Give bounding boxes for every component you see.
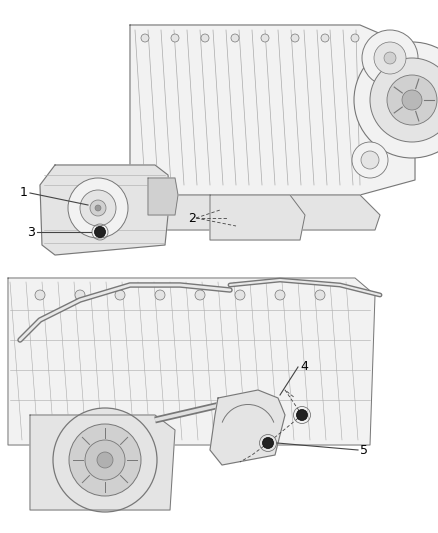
Circle shape: [291, 34, 299, 42]
Circle shape: [95, 205, 101, 211]
Circle shape: [231, 34, 239, 42]
Circle shape: [97, 452, 113, 468]
Circle shape: [75, 290, 85, 300]
Circle shape: [171, 34, 179, 42]
Text: 2: 2: [188, 212, 196, 224]
Circle shape: [361, 151, 379, 169]
Circle shape: [275, 290, 285, 300]
Circle shape: [384, 52, 396, 64]
Circle shape: [35, 290, 45, 300]
Polygon shape: [40, 165, 170, 255]
Text: 4: 4: [300, 360, 308, 374]
Circle shape: [69, 424, 141, 496]
Circle shape: [90, 200, 106, 216]
Circle shape: [321, 34, 329, 42]
Polygon shape: [210, 390, 285, 465]
Circle shape: [402, 90, 422, 110]
Polygon shape: [130, 195, 380, 230]
Circle shape: [297, 409, 307, 421]
Circle shape: [387, 75, 437, 125]
Circle shape: [95, 227, 106, 238]
Circle shape: [362, 30, 418, 86]
Circle shape: [261, 34, 269, 42]
Circle shape: [352, 142, 388, 178]
Circle shape: [141, 34, 149, 42]
Circle shape: [195, 290, 205, 300]
Circle shape: [235, 290, 245, 300]
Circle shape: [53, 408, 157, 512]
Text: 3: 3: [27, 225, 35, 238]
Polygon shape: [148, 178, 178, 215]
Text: 1: 1: [20, 187, 28, 199]
Circle shape: [262, 438, 273, 448]
Circle shape: [155, 290, 165, 300]
Circle shape: [115, 290, 125, 300]
Circle shape: [68, 178, 128, 238]
Polygon shape: [130, 25, 415, 195]
Circle shape: [315, 290, 325, 300]
Circle shape: [201, 34, 209, 42]
Circle shape: [354, 42, 438, 158]
Circle shape: [85, 440, 125, 480]
Circle shape: [351, 34, 359, 42]
Circle shape: [374, 42, 406, 74]
Polygon shape: [30, 415, 175, 510]
Circle shape: [80, 190, 116, 226]
Polygon shape: [8, 278, 375, 445]
Polygon shape: [210, 195, 305, 240]
Text: 5: 5: [360, 443, 368, 456]
Circle shape: [370, 58, 438, 142]
